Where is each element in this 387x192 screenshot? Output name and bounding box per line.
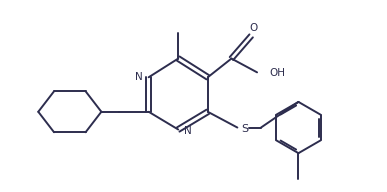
Text: N: N (184, 127, 192, 137)
Text: O: O (249, 23, 257, 33)
Text: S: S (241, 123, 248, 133)
Text: N: N (135, 72, 143, 82)
Text: OH: OH (269, 68, 285, 78)
